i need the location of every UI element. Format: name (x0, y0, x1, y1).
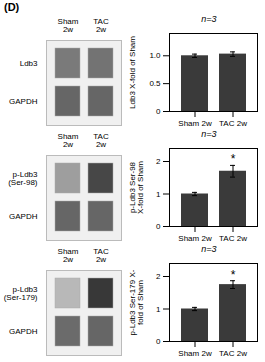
svg-text:TAC2w: TAC2w (93, 132, 109, 149)
svg-text:p-Ldb3(Ser-98): p-Ldb3(Ser-98) (8, 170, 38, 187)
svg-text:GAPDH: GAPDH (9, 97, 38, 106)
html-text:n=3: n=3 (201, 244, 217, 254)
svg-text:Sham2w: Sham2w (58, 17, 79, 34)
svg-text:1: 1 (156, 305, 161, 314)
svg-text:0: 0 (156, 222, 161, 231)
svg-text:*: * (231, 152, 236, 166)
svg-text:TAC 2w: TAC 2w (219, 119, 247, 128)
html-text:n=3: n=3 (201, 129, 217, 139)
svg-text:1: 1 (156, 190, 161, 199)
svg-text:TAC2w: TAC2w (93, 17, 109, 34)
svg-text:Ldb3: Ldb3 (20, 59, 38, 68)
html-text:n=3: n=3 (201, 14, 217, 24)
svg-text:0: 0 (156, 107, 161, 116)
svg-text:Sham 2w: Sham 2w (178, 234, 212, 243)
svg-text:Ldb3 X-fold of Sham: Ldb3 X-fold of Sham (128, 36, 137, 109)
svg-text:Sham 2w: Sham 2w (178, 119, 212, 128)
svg-text:TAC 2w: TAC 2w (219, 234, 247, 243)
svg-text:0: 0 (156, 337, 161, 346)
svg-text:Sham2w: Sham2w (58, 132, 79, 149)
svg-text:GAPDH: GAPDH (9, 212, 38, 221)
html-text:(D): (D) (4, 1, 20, 13)
svg-text:Sham2w: Sham2w (58, 247, 79, 264)
svg-text:GAPDH: GAPDH (9, 327, 38, 336)
svg-text:2: 2 (156, 272, 161, 281)
svg-text:0.5: 0.5 (149, 79, 161, 88)
svg-text:*: * (231, 268, 236, 282)
svg-text:TAC2w: TAC2w (93, 247, 109, 264)
svg-text:TAC 2w: TAC 2w (219, 349, 247, 358)
svg-text:p-Ldb3(Ser-179): p-Ldb3(Ser-179) (4, 285, 38, 302)
svg-text:p-Ldb3 Ser-179 X-fold of Sham: p-Ldb3 Ser-179 X-fold of Sham (128, 269, 145, 335)
svg-text:1.0: 1.0 (149, 51, 161, 60)
svg-text:2: 2 (156, 157, 161, 166)
svg-text:p-Ldb3 Ser-98X-fold of Sham: p-Ldb3 Ser-98X-fold of Sham (128, 161, 145, 214)
svg-text:Sham 2w: Sham 2w (178, 349, 212, 358)
